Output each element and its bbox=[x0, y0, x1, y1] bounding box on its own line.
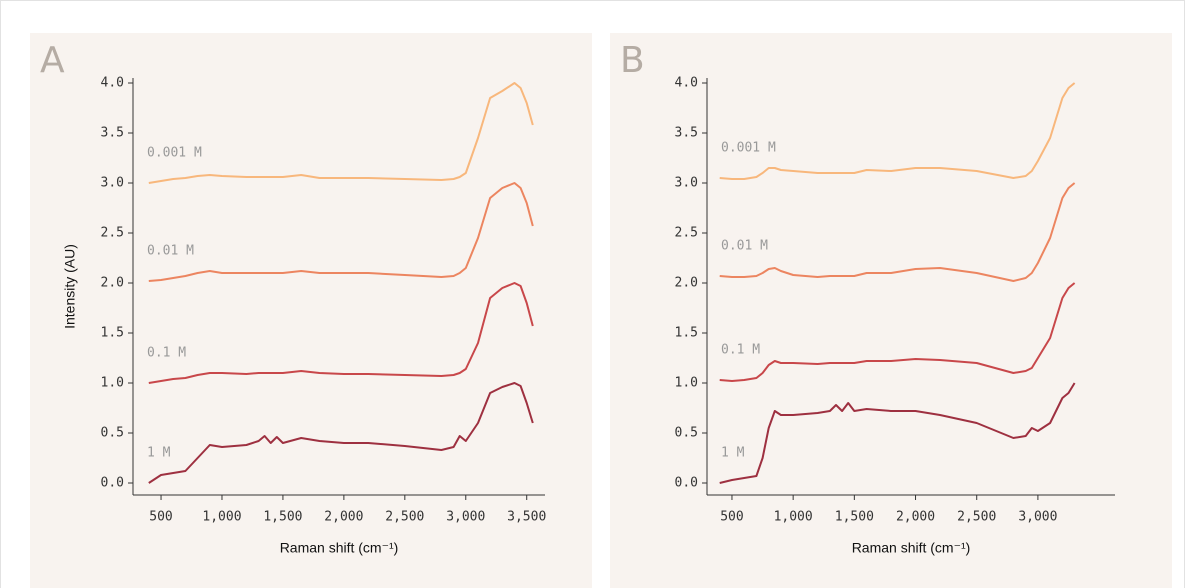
y-tick-label: 0.0 bbox=[101, 476, 124, 491]
series-label: 0.1 M bbox=[721, 343, 760, 358]
y-tick-label: 4.0 bbox=[675, 76, 698, 91]
y-tick-label: 2.5 bbox=[101, 226, 124, 241]
y-tick-label: 2.0 bbox=[101, 276, 124, 291]
x-axis-label: Raman shift (cm⁻¹) bbox=[280, 540, 399, 556]
series-label: 0.001 M bbox=[721, 141, 776, 156]
x-tick-label: 2,000 bbox=[896, 510, 935, 525]
series-label: 1 M bbox=[147, 446, 171, 461]
x-axis-label: Raman shift (cm⁻¹) bbox=[852, 540, 971, 556]
x-tick-label: 2,000 bbox=[324, 510, 363, 525]
series-label: 0.001 M bbox=[147, 146, 202, 161]
x-tick-label: 500 bbox=[149, 510, 172, 525]
y-tick-label: 3.5 bbox=[101, 126, 124, 141]
panel-background bbox=[610, 33, 1172, 588]
y-tick-label: 3.0 bbox=[101, 176, 124, 191]
series-label: 0.01 M bbox=[147, 244, 194, 259]
series-line bbox=[148, 382, 534, 484]
series-line bbox=[719, 82, 1076, 180]
y-tick-label: 1.0 bbox=[675, 376, 698, 391]
y-tick-label: 2.0 bbox=[675, 276, 698, 291]
y-tick-label: 1.5 bbox=[101, 326, 124, 341]
y-axis-label: Intensity (AU) bbox=[62, 244, 78, 329]
series-label: 1 M bbox=[721, 446, 745, 461]
series-label: 0.01 M bbox=[721, 239, 768, 254]
panel-background bbox=[30, 33, 592, 588]
y-tick-label: 0.5 bbox=[675, 426, 698, 441]
series-line bbox=[148, 82, 534, 184]
panel-letter: A bbox=[40, 40, 65, 81]
x-tick-label: 3,500 bbox=[507, 510, 546, 525]
series-line bbox=[719, 382, 1076, 484]
x-tick-label: 3,000 bbox=[1018, 510, 1057, 525]
x-tick-label: 1,000 bbox=[202, 510, 241, 525]
y-tick-label: 0.0 bbox=[675, 476, 698, 491]
series-label: 0.1 M bbox=[147, 346, 186, 361]
series-line bbox=[148, 182, 534, 282]
y-tick-label: 4.0 bbox=[101, 76, 124, 91]
y-tick-label: 0.5 bbox=[101, 426, 124, 441]
x-tick-label: 2,500 bbox=[957, 510, 996, 525]
y-tick-label: 1.0 bbox=[101, 376, 124, 391]
y-tick-label: 2.5 bbox=[675, 226, 698, 241]
x-tick-label: 3,000 bbox=[446, 510, 485, 525]
x-tick-label: 1,000 bbox=[774, 510, 813, 525]
series-line bbox=[719, 182, 1076, 282]
x-tick-label: 2,500 bbox=[385, 510, 424, 525]
y-tick-label: 3.5 bbox=[675, 126, 698, 141]
y-tick-label: 1.5 bbox=[675, 326, 698, 341]
series-line bbox=[148, 282, 534, 384]
panel-letter: B bbox=[620, 40, 645, 81]
x-tick-label: 1,500 bbox=[835, 510, 874, 525]
x-tick-label: 500 bbox=[720, 510, 743, 525]
series-line bbox=[719, 282, 1076, 382]
x-tick-label: 1,500 bbox=[263, 510, 302, 525]
y-tick-label: 3.0 bbox=[675, 176, 698, 191]
